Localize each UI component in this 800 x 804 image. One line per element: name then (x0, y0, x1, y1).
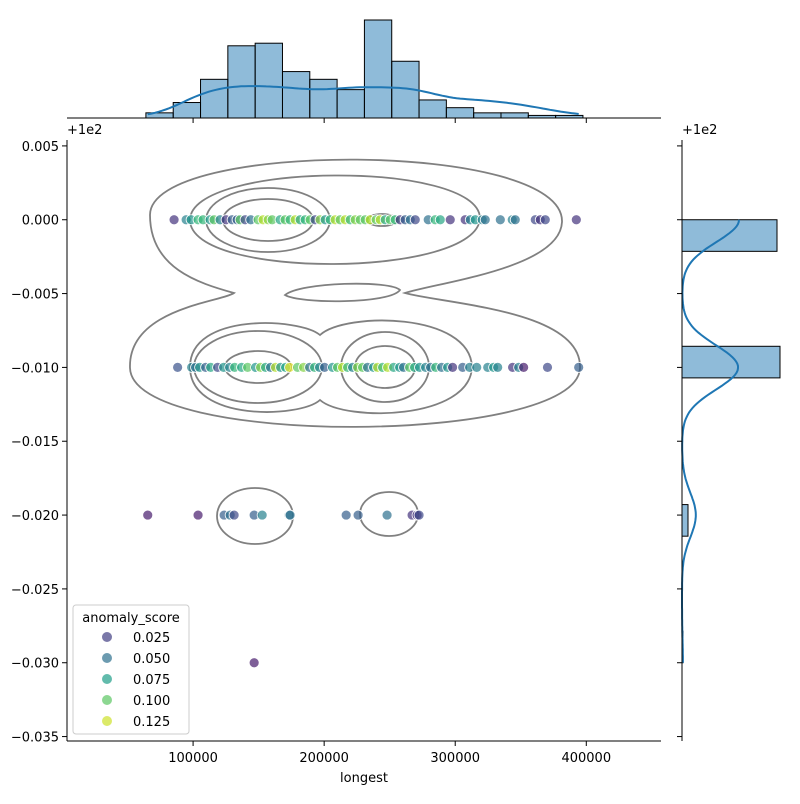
scatter-point (248, 657, 260, 669)
scatter-point (409, 214, 421, 226)
marginal-x-bar (473, 112, 502, 119)
legend-item: 0.125 (102, 715, 170, 730)
x-ticks: 100000 200000 300000 400000 (168, 741, 611, 766)
marginal-y-bar (681, 345, 781, 379)
y-tick-label: −0.035 (11, 731, 59, 746)
marginal-y-bar (681, 504, 689, 537)
scatter-point (168, 214, 180, 226)
marginal-x-bar (227, 45, 256, 119)
y-tick-label: 0.005 (22, 140, 59, 155)
y-ticks: 0.005 0.000 −0.005 −0.010 −0.015 −0.020 −0.025… (11, 140, 67, 746)
marginal-x-kde-line (147, 85, 579, 116)
scatter-point (570, 214, 582, 226)
marginal-x-bar (254, 42, 283, 119)
scatter-point (444, 214, 456, 226)
marginal-x-bar (336, 89, 365, 119)
scatter-point (172, 362, 184, 373)
legend-label: 0.125 (133, 715, 170, 730)
legend-marker (102, 695, 112, 705)
marginal-y-axes: +1e2 (677, 123, 781, 741)
marginal-x-bar (281, 71, 311, 119)
x-tick-label: 400000 (561, 751, 611, 766)
marginal-x-bar (309, 78, 338, 119)
scatter-point (447, 362, 459, 373)
marginal-y-bar (681, 219, 778, 252)
kde-contour-outer (129, 158, 581, 428)
marginal-x-ticks (192, 118, 587, 123)
y-tick-label: 0.000 (22, 214, 59, 229)
scatter-point (142, 509, 154, 521)
y-offset-text: +1e2 (67, 123, 102, 138)
legend-marker (102, 653, 112, 663)
legend-frame (72, 604, 190, 735)
scatter-point (573, 362, 585, 373)
scatter-point (479, 214, 491, 226)
x-tick-label: 300000 (430, 751, 480, 766)
x-axis-label: longest (340, 771, 388, 786)
scatter-point (434, 214, 446, 226)
scatter-point (352, 509, 364, 521)
legend-item: 0.025 (102, 631, 170, 646)
scatter-point (256, 509, 268, 521)
scatter-point (413, 509, 425, 521)
y-tick-label: −0.030 (11, 657, 59, 672)
legend-label: 0.050 (133, 652, 170, 667)
y-tick-label: −0.010 (11, 361, 59, 376)
marginal-y-kde-line (681, 219, 740, 663)
legend-item: 0.100 (102, 694, 170, 709)
legend-marker (102, 632, 112, 642)
scatter-point (539, 214, 551, 226)
main-axes: 100000 200000 300000 400000 0.005 0.000 −0.00… (11, 123, 661, 786)
marginal-y-offset-text: +1e2 (682, 123, 717, 138)
legend-marker (102, 674, 112, 684)
scatter-point (471, 362, 483, 373)
scatter-point (518, 362, 530, 373)
marginal-x-histogram (145, 19, 584, 119)
scatter-point (228, 509, 240, 521)
legend-label: 0.100 (133, 694, 170, 709)
scatter-point (340, 509, 352, 521)
legend-label: 0.075 (133, 673, 170, 688)
scatter-point (284, 509, 296, 521)
scatter-point (192, 509, 204, 521)
x-tick-label: 200000 (299, 751, 349, 766)
scatter-point (509, 214, 521, 226)
scatter-point (492, 362, 504, 373)
legend-item: 0.050 (102, 652, 170, 667)
scatter-point (542, 362, 553, 373)
legend-label: 0.025 (133, 631, 170, 646)
y-tick-label: −0.025 (11, 583, 59, 598)
y-tick-label: −0.015 (11, 435, 59, 450)
scatter-point (494, 214, 506, 226)
marginal-x-bar (363, 19, 393, 119)
y-tick-label: −0.005 (11, 288, 59, 303)
marginal-y-histogram (681, 219, 781, 664)
marginal-x-bar (445, 107, 475, 119)
marginal-x-bar (418, 99, 447, 119)
legend-marker (102, 716, 112, 726)
scatter-point (381, 509, 393, 521)
x-tick-label: 100000 (168, 751, 218, 766)
marginal-x-axes (67, 19, 661, 123)
legend-title: anomaly_score (82, 611, 180, 626)
legend-item: 0.075 (102, 673, 170, 688)
legend: anomaly_score 0.025 0.050 0.075 0.100 0.125 (72, 604, 190, 735)
marginal-y-ticks (677, 145, 682, 738)
marginal-x-bar (500, 112, 529, 119)
scatter-points (142, 214, 585, 669)
marginal-x-bar (200, 78, 229, 119)
y-tick-label: −0.020 (11, 509, 59, 524)
kde-contour-waist (283, 282, 402, 303)
